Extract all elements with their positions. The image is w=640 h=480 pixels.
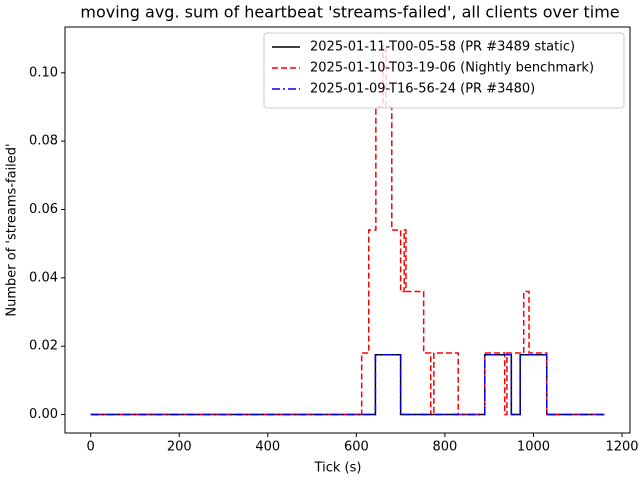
legend: 2025-01-11-T00-05-58 (PR #3489 static) 20…: [263, 32, 625, 109]
x-axis-label: Tick (s): [314, 461, 362, 476]
chart-title: moving avg. sum of heartbeat 'streams-fa…: [80, 3, 619, 22]
y-tick-label: 0.04: [29, 270, 58, 285]
x-tick-label: 800: [432, 440, 457, 455]
x-tick-label: 0: [87, 440, 95, 455]
series-line: [90, 353, 605, 416]
y-tick-label: 0.02: [29, 339, 58, 354]
x-tick-label: 1000: [517, 440, 550, 455]
x-tick-label: 200: [167, 440, 192, 455]
y-tick-label: 0.08: [29, 134, 58, 149]
y-tick-label: 0.10: [29, 65, 58, 80]
series-line: [90, 353, 605, 416]
legend-label: 2025-01-10-T03-19-06 (Nightly benchmark): [310, 61, 594, 76]
legend-label: 2025-01-09-T16-56-24 (PR #3480): [310, 82, 535, 97]
plot-frame: [64, 26, 631, 434]
y-axis-label: Number of 'streams-failed': [5, 143, 20, 316]
y-tick-label: 0.06: [29, 202, 58, 217]
legend-label: 2025-01-11-T00-05-58 (PR #3489 static): [310, 40, 575, 55]
x-tick-label: 1200: [605, 440, 638, 455]
y-tick-label: 0.00: [29, 407, 58, 422]
x-tick-label: 600: [344, 440, 369, 455]
x-tick-label: 400: [255, 440, 280, 455]
legend-box: [263, 32, 625, 109]
